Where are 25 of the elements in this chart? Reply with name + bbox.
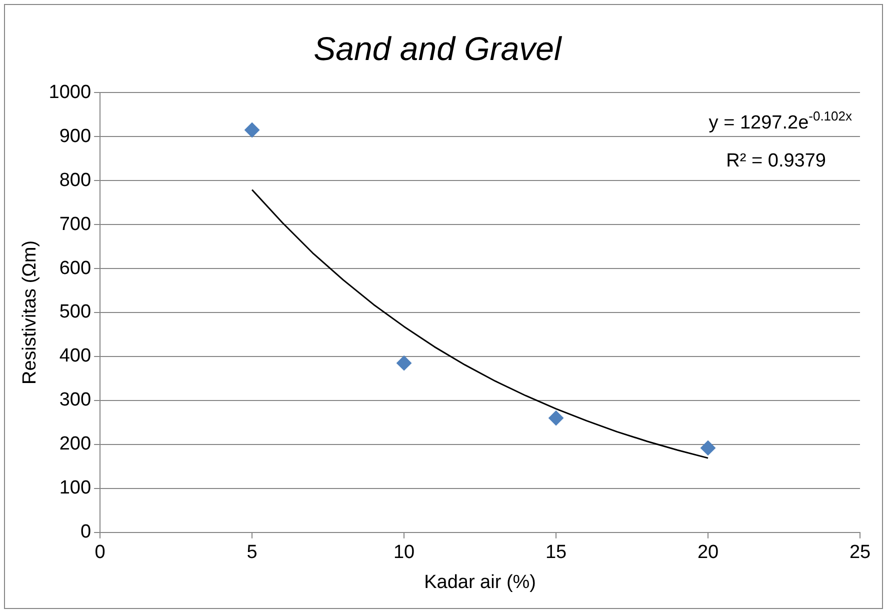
point — [548, 410, 564, 426]
y-axis-title: Resistivitas (Ωm) — [20, 240, 41, 385]
y-tick-label: 600 — [59, 258, 92, 279]
x-tick-label: 0 — [94, 542, 106, 564]
y-tick-label: 100 — [59, 478, 92, 499]
y-tick-label: 200 — [59, 434, 92, 455]
y-tick-label: 1000 — [48, 82, 92, 103]
x-tick-label: 15 — [545, 542, 567, 564]
x-axis-title: Kadar air (%) — [424, 572, 536, 593]
x-tick-label: 5 — [246, 542, 258, 564]
y-tick-label: 900 — [59, 126, 92, 147]
y-tick-label: 700 — [59, 214, 92, 235]
y-tick-label: 300 — [59, 390, 92, 411]
point — [244, 122, 260, 138]
chart-title: Sand and Gravel — [314, 30, 563, 67]
x-tick-label: 25 — [849, 542, 871, 564]
annotation: R² = 0.9379 — [726, 150, 826, 172]
y-tick-label: 0 — [80, 522, 92, 543]
x-tick-label: 20 — [697, 542, 719, 564]
y-tick-label: 500 — [59, 302, 92, 323]
point — [700, 440, 716, 456]
y-tick-label: 800 — [59, 170, 92, 191]
x-tick-label: 10 — [393, 542, 415, 564]
point — [396, 356, 412, 371]
y-tick-label: 400 — [59, 346, 92, 367]
